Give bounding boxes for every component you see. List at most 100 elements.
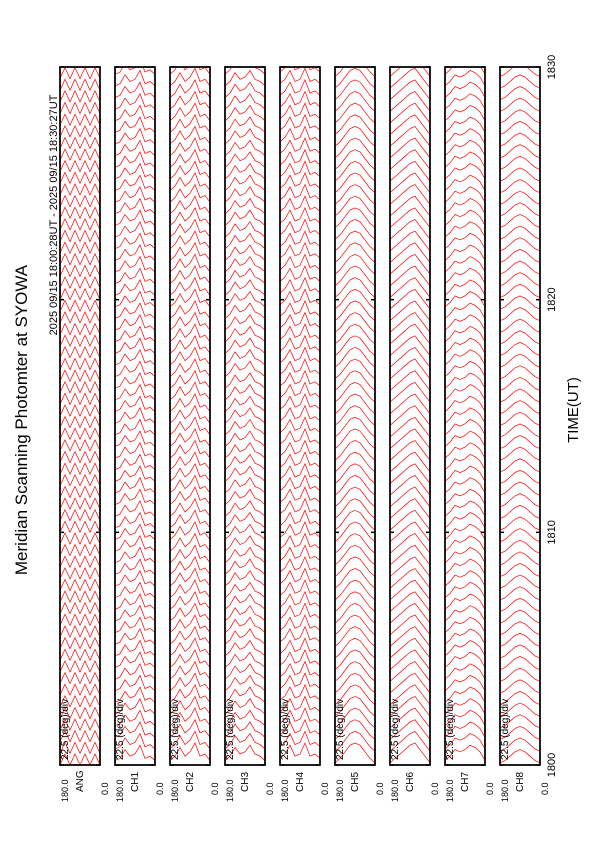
trace	[335, 405, 375, 426]
trace	[445, 128, 485, 145]
trace	[445, 325, 485, 343]
trace	[280, 276, 320, 294]
trace	[500, 214, 540, 228]
trace	[225, 395, 265, 412]
trace	[225, 488, 265, 505]
trace	[60, 671, 100, 685]
trace	[390, 440, 430, 461]
panel-frame	[224, 66, 266, 766]
trace	[390, 45, 430, 65]
legend-entry: CH4	[295, 772, 306, 792]
trace	[335, 544, 375, 566]
trace	[170, 509, 210, 529]
trace	[500, 132, 540, 147]
legend-entry: CH8	[515, 772, 526, 792]
trace	[280, 672, 320, 689]
panel-frame	[334, 66, 376, 766]
trace	[115, 127, 155, 145]
trace	[115, 732, 155, 750]
trace	[115, 558, 155, 575]
trace	[335, 533, 375, 554]
trace	[390, 707, 430, 729]
trace	[115, 465, 155, 482]
trace	[390, 521, 430, 543]
trace	[445, 442, 485, 459]
trace	[500, 202, 540, 217]
trace	[225, 686, 265, 703]
trace	[60, 218, 100, 231]
trace	[500, 167, 540, 182]
trace	[500, 342, 540, 356]
trace	[280, 497, 320, 515]
trace	[500, 225, 540, 240]
trace	[445, 628, 485, 645]
trace	[390, 207, 430, 228]
trace	[500, 272, 540, 287]
trace	[390, 602, 430, 624]
trace	[335, 393, 375, 415]
trace	[280, 404, 320, 422]
y-tick-label: 1810	[546, 520, 558, 544]
trace	[60, 229, 100, 243]
trace	[115, 639, 155, 657]
trace	[60, 473, 100, 487]
trace	[60, 171, 100, 185]
trace	[170, 67, 210, 87]
trace	[335, 184, 375, 205]
trace	[500, 749, 540, 764]
trace	[335, 312, 375, 333]
trace	[225, 104, 265, 122]
trace	[225, 81, 265, 98]
trace	[60, 415, 100, 429]
trace	[445, 244, 485, 261]
trace	[280, 265, 320, 282]
x-tick-label: 180.0	[390, 779, 400, 802]
trace	[115, 232, 155, 250]
trace	[335, 91, 375, 112]
trace	[500, 97, 540, 112]
trace	[280, 567, 320, 585]
trace	[170, 160, 210, 180]
trace	[335, 149, 375, 170]
trace	[170, 672, 210, 692]
trace	[115, 534, 155, 552]
trace	[445, 709, 485, 726]
x-tick-label: 0.0	[155, 782, 165, 795]
trace	[225, 221, 265, 238]
trace	[445, 360, 485, 377]
trace	[115, 151, 155, 168]
trace	[500, 737, 540, 752]
chart-title: Meridian Scanning Photomter at SYOWA	[12, 264, 31, 575]
trace	[335, 509, 375, 531]
trace	[225, 244, 265, 261]
trace	[170, 579, 210, 598]
trace	[335, 67, 375, 77]
trace	[445, 139, 485, 156]
trace	[280, 439, 320, 457]
trace	[60, 648, 100, 662]
trace	[445, 198, 485, 215]
trace	[225, 465, 265, 482]
trace	[60, 113, 100, 127]
trace	[335, 416, 375, 438]
trace	[280, 125, 320, 143]
trace	[60, 159, 100, 173]
trace	[390, 498, 430, 519]
trace	[170, 521, 210, 540]
trace	[170, 497, 210, 517]
trace	[225, 372, 265, 389]
trace	[335, 684, 375, 705]
trace	[390, 370, 430, 391]
panel-label: 22.5 (deg)/div	[445, 699, 456, 760]
trace	[115, 185, 155, 203]
trace	[280, 602, 320, 620]
trace	[335, 358, 375, 380]
trace	[280, 334, 320, 352]
trace	[500, 353, 540, 368]
trace	[225, 162, 265, 180]
trace	[445, 81, 485, 98]
trace	[280, 218, 320, 236]
trace	[60, 439, 100, 452]
x-tick-label: 180.0	[170, 779, 180, 802]
trace	[335, 428, 375, 449]
